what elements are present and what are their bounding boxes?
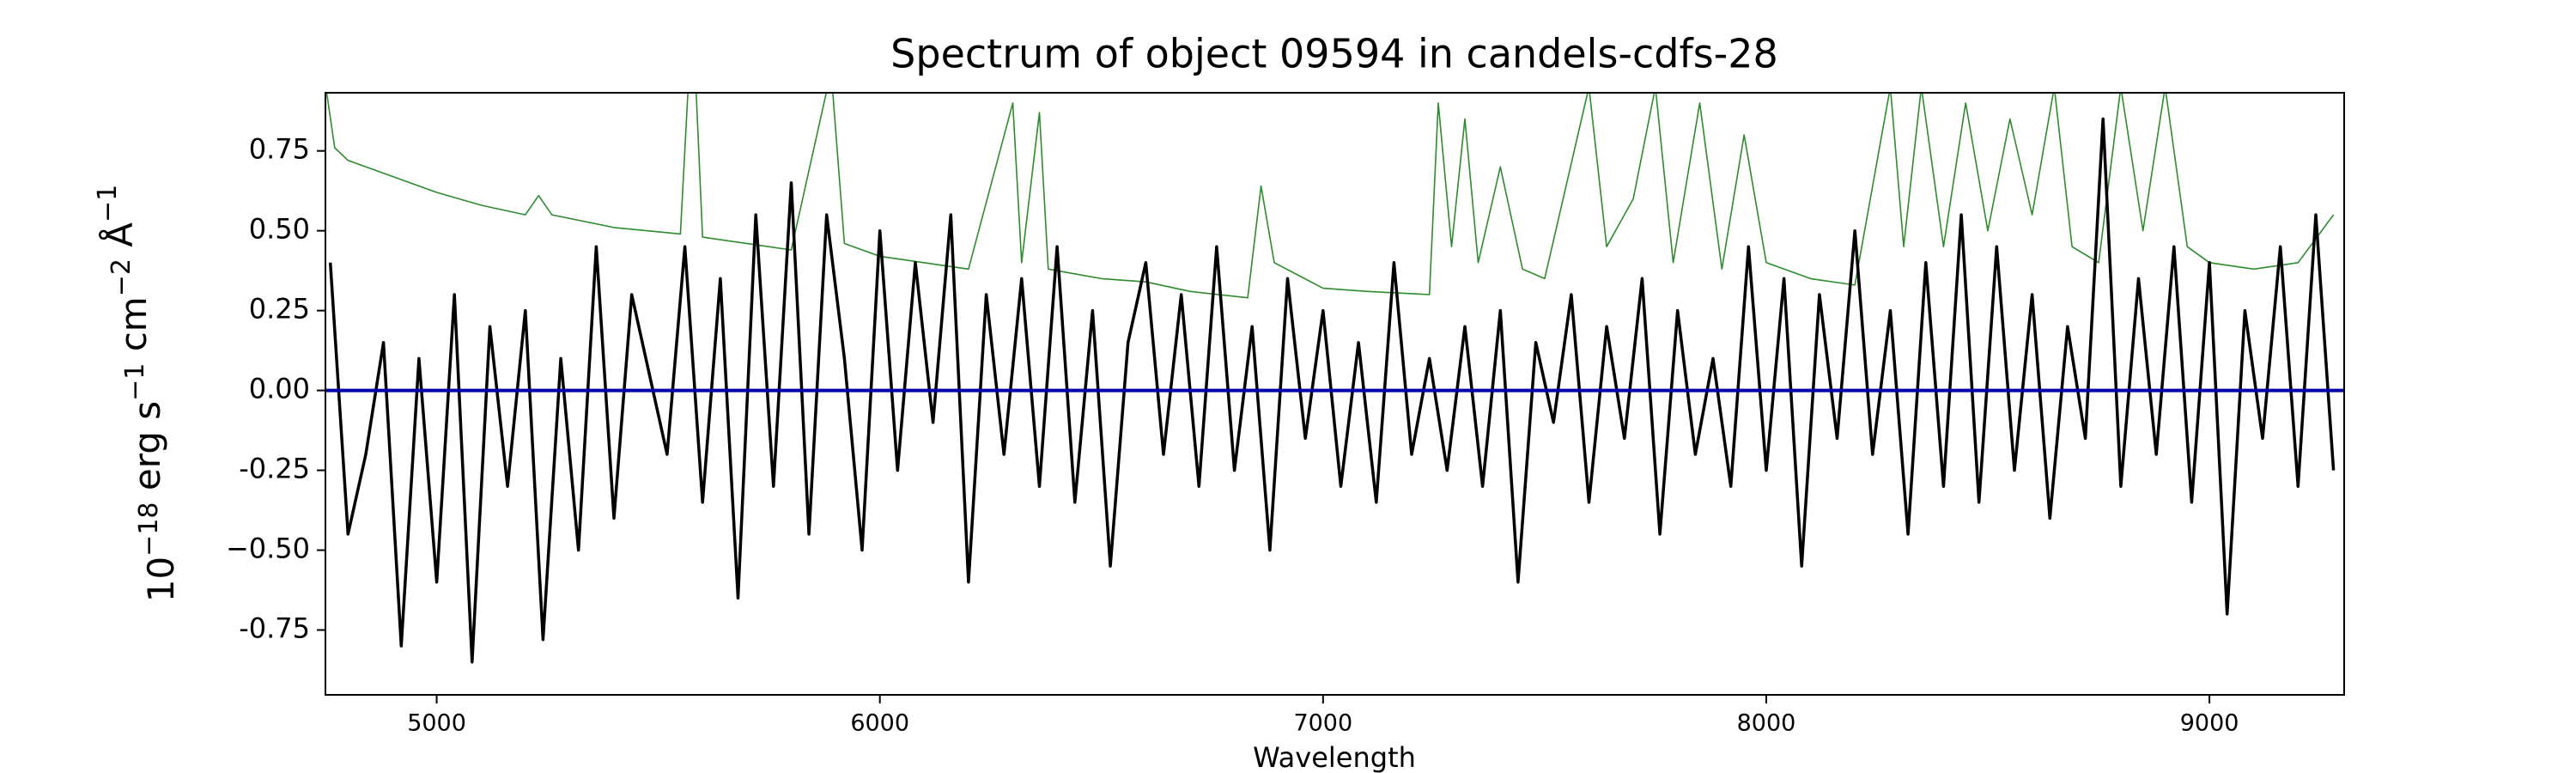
y-tick-label: 0.50 [249,213,310,246]
spectrum-line [328,117,2336,664]
y-label-text: 10 [140,557,182,602]
y-tick-label: 0.00 [249,373,310,405]
axes-frame [325,92,2345,696]
x-tick-label: 6000 [850,710,909,737]
y-tick-label: -0.75 [239,612,310,645]
y-tick-label: -0.25 [239,453,310,485]
x-tick-label: 8000 [1737,710,1796,737]
y-label-sup: −2 [106,259,137,296]
y-label-text: Å [98,222,141,259]
plot-area [325,93,2344,664]
y-axis-label: 10−18 erg s−1 cm−2 Å−1 [93,185,182,603]
y-tick-label: 0.25 [249,293,310,326]
chart-title: Spectrum of object 09594 in candels-cdfs… [890,31,1778,77]
y-label-text: cm [112,296,155,362]
x-tick-label: 7000 [1293,710,1352,737]
y-tick-label: 0.75 [249,133,310,166]
y-label-sup: −1 [93,185,123,222]
y-tick-label: −0.50 [226,533,310,565]
x-tick-label: 9000 [2180,710,2239,737]
y-label-sup: −1 [120,363,150,401]
x-tick-label: 5000 [407,710,466,737]
spectrum-line [325,93,2335,299]
y-label-sup: −18 [134,502,164,557]
x-axis-label: Wavelength [1253,741,1416,773]
y-label-text: erg s [126,401,168,502]
